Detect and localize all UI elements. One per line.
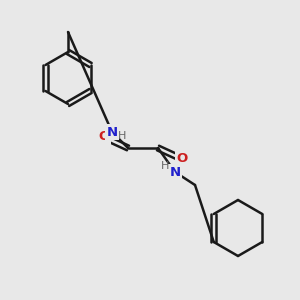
Text: O: O — [98, 130, 110, 143]
Text: H: H — [118, 131, 126, 141]
Text: H: H — [161, 161, 169, 171]
Text: N: N — [106, 125, 118, 139]
Text: O: O — [176, 152, 188, 166]
Text: N: N — [169, 166, 181, 178]
